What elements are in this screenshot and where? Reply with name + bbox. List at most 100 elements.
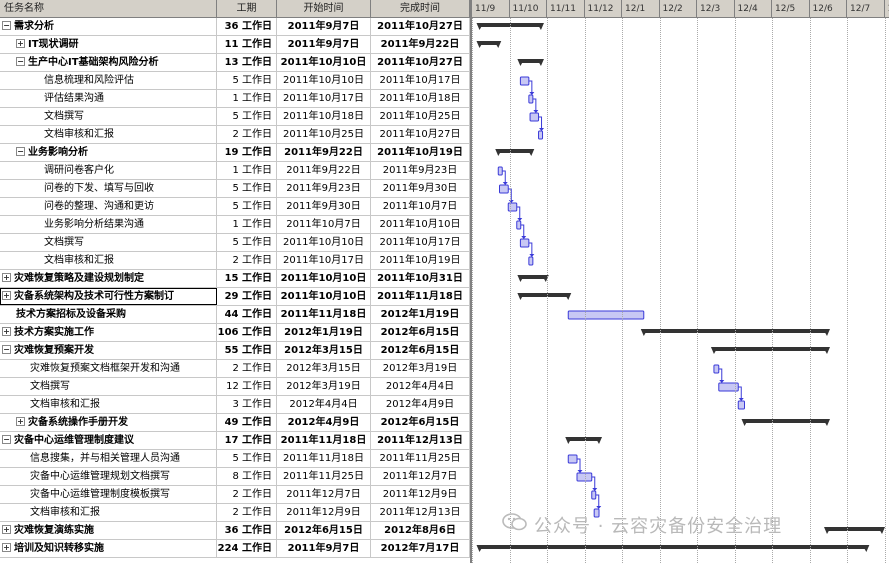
expand-icon[interactable]: + [2,327,11,336]
task-duration[interactable]: 36 工作日 [217,18,277,35]
task-start[interactable]: 2011年9月7日 [277,540,371,557]
task-finish[interactable]: 2011年10月18日 [371,90,470,107]
task-start[interactable]: 2011年10月17日 [277,252,371,269]
task-start[interactable]: 2012年4月9日 [277,414,371,431]
task-start[interactable]: 2011年9月23日 [277,180,371,197]
task-start[interactable]: 2012年6月15日 [277,522,371,539]
task-name-cell[interactable]: 评估结果沟通 [0,90,217,107]
task-start[interactable]: 2011年9月22日 [277,144,371,161]
collapse-icon[interactable]: − [16,147,25,156]
task-finish[interactable]: 2012年6月15日 [371,342,470,359]
task-start[interactable]: 2011年10月10日 [277,54,371,71]
task-start[interactable]: 2011年11月18日 [277,450,371,467]
task-start[interactable]: 2012年1月19日 [277,324,371,341]
task-row[interactable]: + 技术方案实施工作 106 工作日 2012年1月19日 2012年6月15日 [0,324,470,342]
task-finish[interactable]: 2011年11月25日 [371,450,470,467]
task-duration[interactable]: 49 工作日 [217,414,277,431]
task-finish[interactable]: 2012年7月17日 [371,540,470,557]
task-name-cell[interactable]: − 需求分析 [0,18,217,35]
task-duration[interactable]: 15 工作日 [217,270,277,287]
task-start[interactable]: 2011年10月17日 [277,90,371,107]
task-start[interactable]: 2011年12月9日 [277,504,371,521]
task-finish[interactable]: 2012年6月15日 [371,414,470,431]
collapse-icon[interactable]: − [16,57,25,66]
task-row[interactable]: + 灾难恢复演练实施 36 工作日 2012年6月15日 2012年8月6日 [0,522,470,540]
task-duration[interactable]: 3 工作日 [217,396,277,413]
column-header-finish[interactable]: 完成时间 [371,0,470,18]
task-finish[interactable]: 2011年9月30日 [371,180,470,197]
task-name-cell[interactable]: + 灾备系统架构及技术可行性方案制订 [0,288,217,305]
task-name-cell[interactable]: + 技术方案实施工作 [0,324,217,341]
task-start[interactable]: 2011年10月10日 [277,288,371,305]
task-finish[interactable]: 2012年4月9日 [371,396,470,413]
task-row[interactable]: − 灾备中心运维管理制度建议 17 工作日 2011年11月18日 2011年12月13… [0,432,470,450]
task-duration[interactable]: 1 工作日 [217,216,277,233]
task-name-cell[interactable]: 文档审核和汇报 [0,252,217,269]
expand-icon[interactable]: + [2,273,11,282]
task-duration[interactable]: 29 工作日 [217,288,277,305]
task-start[interactable]: 2012年3月19日 [277,378,371,395]
collapse-icon[interactable]: − [2,345,11,354]
column-header-duration[interactable]: 工期 [217,0,277,18]
task-name-cell[interactable]: 信息梳理和风险评估 [0,72,217,89]
task-row[interactable]: + 灾备系统架构及技术可行性方案制订 29 工作日 2011年10月10日 2011年1… [0,288,470,306]
task-start[interactable]: 2011年10月10日 [277,72,371,89]
task-name-cell[interactable]: 问卷的下发、填写与回收 [0,180,217,197]
task-duration[interactable]: 106 工作日 [217,324,277,341]
task-duration[interactable]: 8 工作日 [217,468,277,485]
task-finish[interactable]: 2012年3月19日 [371,360,470,377]
task-row[interactable]: + 培训及知识转移实施 224 工作日 2011年9月7日 2012年7月17日 [0,540,470,558]
task-start[interactable]: 2011年10月7日 [277,216,371,233]
expand-icon[interactable]: + [2,525,11,534]
task-row[interactable]: 信息梳理和风险评估 5 工作日 2011年10月10日 2011年10月17日 [0,72,470,90]
task-finish[interactable]: 2011年10月19日 [371,252,470,269]
task-finish[interactable]: 2011年12月7日 [371,468,470,485]
task-start[interactable]: 2011年10月18日 [277,108,371,125]
task-name-cell[interactable]: 文档撰写 [0,378,217,395]
task-name-cell[interactable]: 文档审核和汇报 [0,504,217,521]
task-row[interactable]: 评估结果沟通 1 工作日 2011年10月17日 2011年10月18日 [0,90,470,108]
task-duration[interactable]: 17 工作日 [217,432,277,449]
task-duration[interactable]: 19 工作日 [217,144,277,161]
task-name-cell[interactable]: − 生产中心IT基础架构风险分析 [0,54,217,71]
task-duration[interactable]: 1 工作日 [217,162,277,179]
task-name-cell[interactable]: 调研问卷客户化 [0,162,217,179]
task-row[interactable]: 灾难恢复预案文档框架开发和沟通 2 工作日 2012年3月15日 2012年3月19日 [0,360,470,378]
task-finish[interactable]: 2011年12月9日 [371,486,470,503]
task-finish[interactable]: 2012年1月19日 [371,306,470,323]
task-row[interactable]: + 灾难恢复策略及建设规划制定 15 工作日 2011年10月10日 2011年10月3… [0,270,470,288]
task-finish[interactable]: 2011年9月23日 [371,162,470,179]
expand-icon[interactable]: + [2,291,11,300]
task-finish[interactable]: 2011年10月31日 [371,270,470,287]
task-row[interactable]: − 生产中心IT基础架构风险分析 13 工作日 2011年10月10日 2011年10月… [0,54,470,72]
expand-icon[interactable]: + [16,417,25,426]
task-name-cell[interactable]: 业务影响分析结果沟通 [0,216,217,233]
task-duration[interactable]: 36 工作日 [217,522,277,539]
task-row[interactable]: 文档审核和汇报 2 工作日 2011年10月17日 2011年10月19日 [0,252,470,270]
task-finish[interactable]: 2011年12月13日 [371,432,470,449]
task-start[interactable]: 2011年10月10日 [277,234,371,251]
task-finish[interactable]: 2011年10月27日 [371,54,470,71]
task-start[interactable]: 2011年10月25日 [277,126,371,143]
task-duration[interactable]: 11 工作日 [217,36,277,53]
task-start[interactable]: 2012年4月4日 [277,396,371,413]
task-row[interactable]: + IT现状调研 11 工作日 2011年9月7日 2011年9月22日 [0,36,470,54]
column-header-name[interactable]: 任务名称 [0,0,217,18]
task-name-cell[interactable]: 信息搜集，并与相关管理人员沟通 [0,450,217,467]
task-duration[interactable]: 2 工作日 [217,486,277,503]
task-name-cell[interactable]: 技术方案招标及设备采购 [0,306,217,323]
task-finish[interactable]: 2012年8月6日 [371,522,470,539]
task-row[interactable]: − 业务影响分析 19 工作日 2011年9月22日 2011年10月19日 [0,144,470,162]
task-row[interactable]: − 需求分析 36 工作日 2011年9月7日 2011年10月27日 [0,18,470,36]
task-duration[interactable]: 224 工作日 [217,540,277,557]
task-name-cell[interactable]: 文档撰写 [0,108,217,125]
task-name-cell[interactable]: + 灾难恢复演练实施 [0,522,217,539]
task-duration[interactable]: 5 工作日 [217,198,277,215]
task-row[interactable]: 文档撰写 5 工作日 2011年10月10日 2011年10月17日 [0,234,470,252]
column-header-start[interactable]: 开始时间 [277,0,371,18]
collapse-icon[interactable]: − [2,21,11,30]
task-duration[interactable]: 5 工作日 [217,72,277,89]
task-finish[interactable]: 2011年10月17日 [371,234,470,251]
task-start[interactable]: 2011年9月22日 [277,162,371,179]
task-finish[interactable]: 2011年12月13日 [371,504,470,521]
